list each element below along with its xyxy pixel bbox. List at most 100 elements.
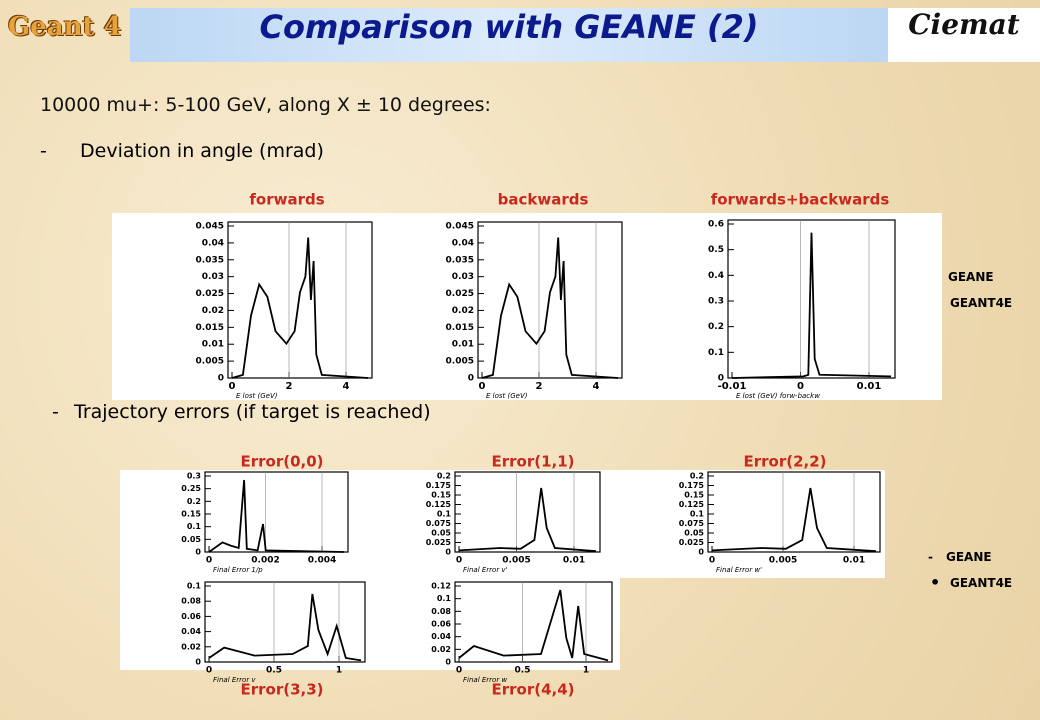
plot-image — [112, 213, 942, 400]
x-tick-label: 0 — [479, 381, 486, 392]
y-tick-label: 0 — [718, 374, 724, 384]
y-tick-label: 0.2 — [437, 472, 451, 481]
plot-frame — [707, 471, 881, 553]
y-tick-label: 0.4 — [708, 271, 724, 281]
histogram-sketch — [458, 589, 609, 662]
panel-title: Error(0,0) — [240, 453, 323, 471]
y-tick-label: 0.3 — [187, 472, 201, 481]
legend-marker: • — [930, 573, 941, 592]
y-tick-label: 0.02 — [452, 306, 474, 316]
title: Comparison with GEANE (2) — [259, 8, 759, 46]
right-logo: Ciemat — [908, 8, 1020, 41]
plot-frame — [454, 581, 613, 663]
y-tick-label: 0.025 — [196, 289, 224, 299]
plot-frame — [204, 471, 349, 553]
y-tick-label: 0.25 — [181, 484, 201, 493]
panel-title: Error(2,2) — [743, 453, 826, 471]
plot-frame — [477, 221, 623, 379]
y-tick-label: 0.1 — [187, 582, 202, 591]
bullet-marker: - — [40, 140, 47, 162]
y-tick-label: 0.025 — [426, 538, 452, 547]
plot-frame — [227, 221, 373, 379]
y-tick-label: 0 — [445, 658, 451, 667]
y-tick-label: 0.6 — [708, 220, 724, 230]
legend-entry: GEANT4E — [950, 576, 1013, 590]
y-tick-label: 0.05 — [684, 529, 704, 538]
x-tick-label: 0.004 — [308, 556, 336, 566]
x-axis-label: E lost (GeV) — [486, 392, 528, 400]
panel-title: Error(1,1) — [491, 453, 574, 471]
x-tick-label: 0 — [206, 666, 212, 676]
y-tick-label: 0.045 — [196, 222, 224, 232]
y-tick-label: 0.05 — [181, 535, 201, 544]
x-axis-label: Final Error v' — [463, 566, 508, 574]
y-tick-label: 0 — [698, 548, 704, 557]
title-box: Comparison with GEANE (2) — [130, 8, 888, 62]
y-tick-label: 0.15 — [431, 491, 451, 500]
y-tick-label: 0.02 — [202, 306, 224, 316]
y-tick-label: 0.03 — [452, 272, 474, 282]
y-tick-label: 0.05 — [431, 529, 451, 538]
x-tick-label: 2 — [286, 381, 293, 392]
x-tick-label: 0.01 — [843, 556, 865, 566]
y-tick-label: 0.015 — [446, 323, 474, 333]
x-axis-label: Final Error w' — [716, 566, 762, 574]
panel-title: Error(4,4) — [491, 681, 574, 699]
y-tick-label: 0.5 — [708, 245, 724, 255]
y-tick-label: 0.04 — [431, 632, 451, 641]
y-tick-label: 0.02 — [181, 642, 201, 651]
legend-entry: GEANT4E — [950, 296, 1013, 310]
y-tick-label: 0 — [195, 658, 201, 667]
bullet-marker: - — [52, 401, 59, 423]
x-tick-label: 0.5 — [515, 666, 531, 676]
y-tick-label: 0.06 — [181, 612, 201, 621]
x-tick-label: 0.005 — [502, 556, 530, 566]
y-tick-label: 0.1 — [187, 522, 202, 531]
y-tick-label: 0.1 — [708, 348, 724, 358]
panel-title: Error(3,3) — [240, 681, 323, 699]
y-tick-label: 0.08 — [181, 597, 201, 606]
y-tick-label: 0.1 — [437, 510, 452, 519]
y-tick-label: 0.3 — [708, 297, 724, 307]
histogram-sketch — [458, 487, 597, 553]
y-tick-label: 0.03 — [202, 272, 224, 282]
y-tick-label: 0.045 — [446, 222, 474, 232]
y-tick-label: 0.175 — [679, 481, 705, 490]
histogram-sketch — [481, 237, 619, 379]
histogram-sketch — [208, 479, 345, 553]
panel-title: forwards — [249, 191, 324, 209]
x-tick-label: 0.002 — [251, 556, 279, 566]
y-tick-label: 0.02 — [431, 645, 451, 654]
plot-image — [120, 470, 885, 578]
y-tick-label: 0.08 — [431, 607, 451, 616]
y-tick-label: 0.175 — [426, 481, 452, 490]
x-tick-label: -0.01 — [718, 381, 747, 392]
histogram-sketch — [731, 232, 892, 379]
y-tick-label: 0.125 — [426, 500, 452, 509]
legend-marker: - — [928, 550, 933, 564]
left-logo: Geant 4 — [8, 12, 122, 42]
y-tick-label: 0.025 — [679, 538, 705, 547]
x-axis-label: E lost (GeV) forw-backw — [736, 392, 820, 400]
y-tick-label: 0.2 — [690, 472, 704, 481]
x-tick-label: 0.005 — [769, 556, 797, 566]
x-tick-label: 2 — [536, 381, 543, 392]
legend-entry: GEANE — [948, 270, 994, 284]
y-tick-label: 0.1 — [437, 594, 452, 603]
right-logo-box: Ciemat — [888, 8, 1040, 62]
y-tick-label: 0.125 — [679, 500, 705, 509]
plot-frame — [204, 581, 366, 663]
y-tick-label: 0 — [468, 374, 474, 384]
x-axis-label: Final Error v — [213, 676, 256, 684]
x-tick-label: 0 — [709, 556, 715, 566]
x-axis-label: Final Error 1/p — [213, 566, 263, 574]
plot-frame — [454, 471, 601, 553]
intro: 10000 mu+: 5-100 GeV, along X ± 10 degre… — [40, 94, 491, 116]
y-tick-label: 0.035 — [196, 255, 224, 265]
x-tick-label: 0 — [797, 381, 804, 392]
histogram-sketch — [208, 593, 362, 662]
y-tick-label: 0 — [218, 374, 224, 384]
y-tick-label: 0.04 — [181, 627, 201, 636]
y-tick-label: 0.015 — [196, 323, 224, 333]
